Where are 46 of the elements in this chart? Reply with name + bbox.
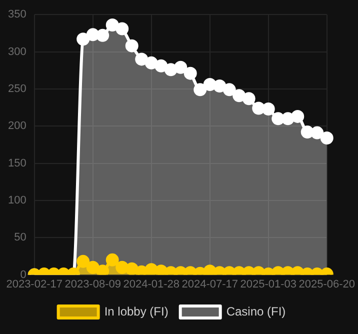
x-tick-label: 2024-07-17 [182, 278, 238, 290]
point [272, 112, 285, 126]
point [222, 83, 236, 96]
y-tick-label: 200 [8, 120, 26, 132]
x-tick-label: 2025-01-03 [240, 278, 297, 290]
point [116, 22, 129, 36]
point [125, 39, 138, 52]
y-tick-label: 100 [8, 194, 26, 206]
point [96, 28, 110, 42]
point [76, 32, 90, 46]
point [232, 89, 246, 102]
y-tick-label: 0 [20, 268, 26, 281]
point [262, 102, 275, 116]
point [154, 264, 168, 275]
point [184, 66, 197, 80]
legend-label: Casino (FI) [226, 304, 286, 318]
point [213, 79, 226, 92]
point [135, 265, 148, 275]
point [320, 132, 334, 145]
y-tick-label: 150 [8, 157, 26, 170]
point [86, 28, 100, 42]
point [252, 102, 266, 115]
point [144, 56, 158, 70]
legend-label: In lobby (FI) [104, 304, 168, 318]
point [300, 126, 314, 139]
point [154, 59, 168, 72]
point [310, 126, 324, 140]
point [164, 63, 178, 76]
y-tick-label: 50 [14, 232, 26, 244]
point [96, 264, 110, 275]
point [203, 264, 216, 275]
point [174, 60, 188, 74]
point [203, 78, 216, 91]
y-tick-label: 350 [8, 8, 26, 21]
point [106, 18, 119, 32]
y-tick-label: 300 [8, 46, 26, 58]
point [194, 83, 207, 96]
x-tick-label: 2023-08-09 [64, 278, 121, 290]
x-tick-label: 2024-01-28 [123, 278, 180, 290]
y-tick-label: 250 [8, 82, 26, 95]
point [135, 52, 148, 66]
x-tick-label: 2025-06-20 [298, 278, 356, 290]
point [291, 110, 304, 123]
point [242, 92, 256, 106]
x-tick-label: 2023-02-17 [6, 278, 62, 290]
point [281, 112, 294, 126]
